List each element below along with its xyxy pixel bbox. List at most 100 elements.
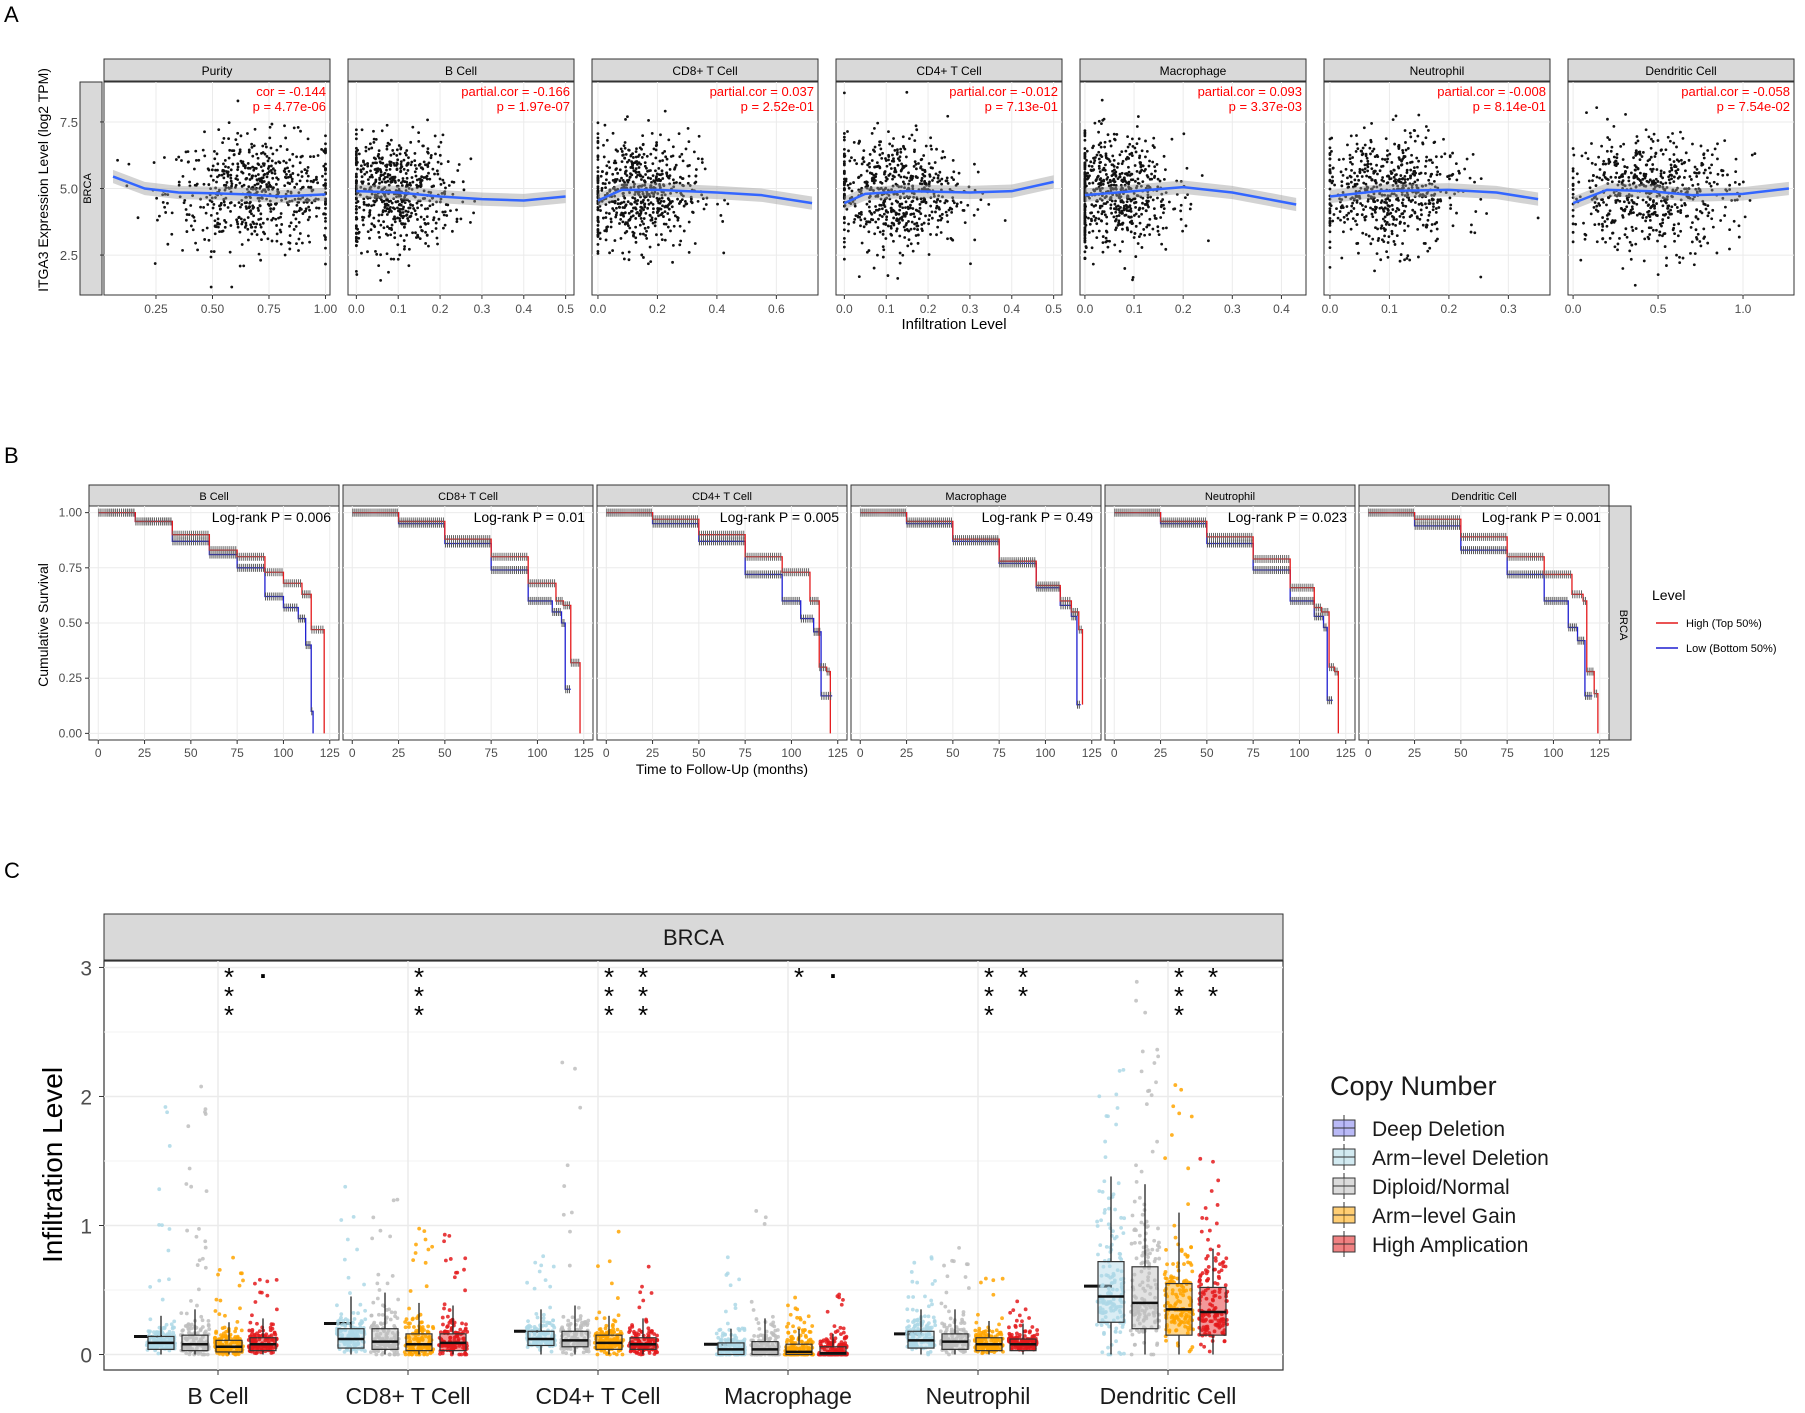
a-scatter-point — [1093, 159, 1097, 162]
a-scatter-point — [1643, 176, 1647, 180]
a-scatter-point — [923, 198, 926, 202]
a-scatter-point — [393, 217, 397, 221]
a-scatter-point — [1430, 223, 1434, 226]
a-scatter-point — [1144, 209, 1148, 213]
a-scatter-point — [234, 183, 238, 187]
a-scatter-point — [1142, 228, 1146, 231]
a-scatter-point — [1133, 231, 1137, 235]
a-scatter-point — [1089, 168, 1093, 172]
a-scatter-point — [312, 178, 316, 182]
a-scatter-point — [450, 180, 454, 184]
a-scatter-point — [250, 212, 253, 216]
a-scatter-point — [1624, 112, 1627, 116]
a-scatter-point — [888, 142, 892, 146]
a-scatter-point — [618, 222, 621, 225]
a-scatter-point — [1679, 158, 1683, 162]
a-scatter-point — [414, 174, 418, 178]
a-scatter-point — [641, 175, 645, 179]
a-scatter-point — [427, 244, 430, 248]
a-scatter-point — [209, 187, 212, 191]
a-scatter-point — [1588, 186, 1592, 190]
a-scatter-point — [324, 167, 327, 171]
a-scatter-point — [1351, 201, 1355, 205]
a-scatter-point — [1574, 222, 1578, 226]
a-scatter-point — [639, 201, 643, 205]
a-scatter-point — [722, 251, 726, 255]
a-scatter-point — [1114, 217, 1118, 221]
a-scatter-point — [216, 168, 219, 172]
b-x-tick-label: 25 — [138, 746, 152, 760]
a-scatter-point — [847, 186, 851, 190]
a-scatter-point — [1339, 218, 1342, 222]
a-scatter-point — [671, 260, 674, 264]
a-scatter-point — [662, 200, 666, 203]
a-scatter-point — [378, 181, 381, 185]
a-scatter-point — [116, 158, 119, 162]
a-scatter-point — [324, 187, 327, 190]
a-scatter-point — [924, 201, 928, 205]
a-scatter-point — [945, 214, 949, 217]
a-scatter-point — [641, 134, 645, 138]
a-scatter-point — [1112, 164, 1116, 168]
a-scatter-point — [906, 244, 910, 248]
a-scatter-point — [262, 230, 265, 234]
a-scatter-point — [377, 152, 381, 156]
a-scatter-point — [378, 235, 381, 239]
a-scatter-point — [673, 214, 677, 218]
a-x-tick-label: 0.1 — [878, 302, 895, 316]
a-scatter-point — [912, 164, 916, 168]
a-scatter-point — [1387, 235, 1391, 239]
a-scatter-point — [1665, 264, 1668, 267]
a-scatter-point — [1348, 174, 1352, 178]
a-scatter-point — [443, 190, 447, 194]
a-scatter-point — [1328, 217, 1332, 220]
a-scatter-point — [1651, 167, 1655, 171]
a-scatter-point — [904, 223, 908, 227]
a-scatter-point — [1328, 240, 1332, 244]
a-scatter-point — [1430, 197, 1434, 201]
a-scatter-point — [1386, 174, 1390, 178]
a-scatter-point — [604, 186, 607, 189]
a-scatter-point — [379, 223, 383, 227]
a-scatter-point — [1137, 215, 1141, 218]
a-scatter-point — [886, 274, 890, 277]
a-scatter-point — [205, 226, 209, 230]
a-scatter-point — [356, 161, 359, 164]
a-scatter-point — [1594, 163, 1597, 166]
a-scatter-point — [1117, 219, 1121, 223]
a-scatter-point — [1364, 233, 1368, 236]
a-scatter-point — [461, 180, 465, 184]
a-scatter-point — [432, 216, 436, 220]
a-scatter-point — [255, 233, 259, 237]
a-scatter-point — [1620, 181, 1624, 184]
a-scatter-point — [227, 121, 231, 125]
a-scatter-point — [931, 179, 934, 182]
a-scatter-point — [1411, 208, 1415, 212]
a-scatter-point — [194, 149, 198, 153]
a-scatter-point — [1340, 180, 1344, 184]
a-scatter-point — [239, 217, 243, 221]
a-scatter-point — [432, 218, 435, 222]
a-scatter-point — [1151, 160, 1155, 164]
a-scatter-point — [1612, 155, 1616, 159]
a-scatter-point — [1608, 236, 1612, 240]
a-scatter-point — [615, 206, 618, 210]
a-scatter-point — [665, 174, 669, 178]
a-scatter-point — [273, 169, 277, 173]
a-scatter-point — [1133, 179, 1137, 183]
a-scatter-point — [324, 203, 327, 206]
a-scatter-point — [1603, 220, 1607, 223]
a-scatter-point — [1398, 214, 1402, 218]
a-scatter-point — [324, 200, 327, 204]
a-scatter-point — [421, 197, 425, 200]
a-scatter-point — [1629, 171, 1633, 175]
a-scatter-point — [1083, 155, 1087, 158]
a-scatter-point — [1664, 148, 1668, 152]
a-scatter-point — [1417, 255, 1420, 259]
a-scatter-point — [1715, 182, 1719, 186]
a-scatter-point — [957, 171, 961, 175]
a-scatter-point — [1134, 224, 1138, 228]
a-scatter-point — [1109, 206, 1113, 210]
a-scatter-point — [1138, 171, 1142, 175]
